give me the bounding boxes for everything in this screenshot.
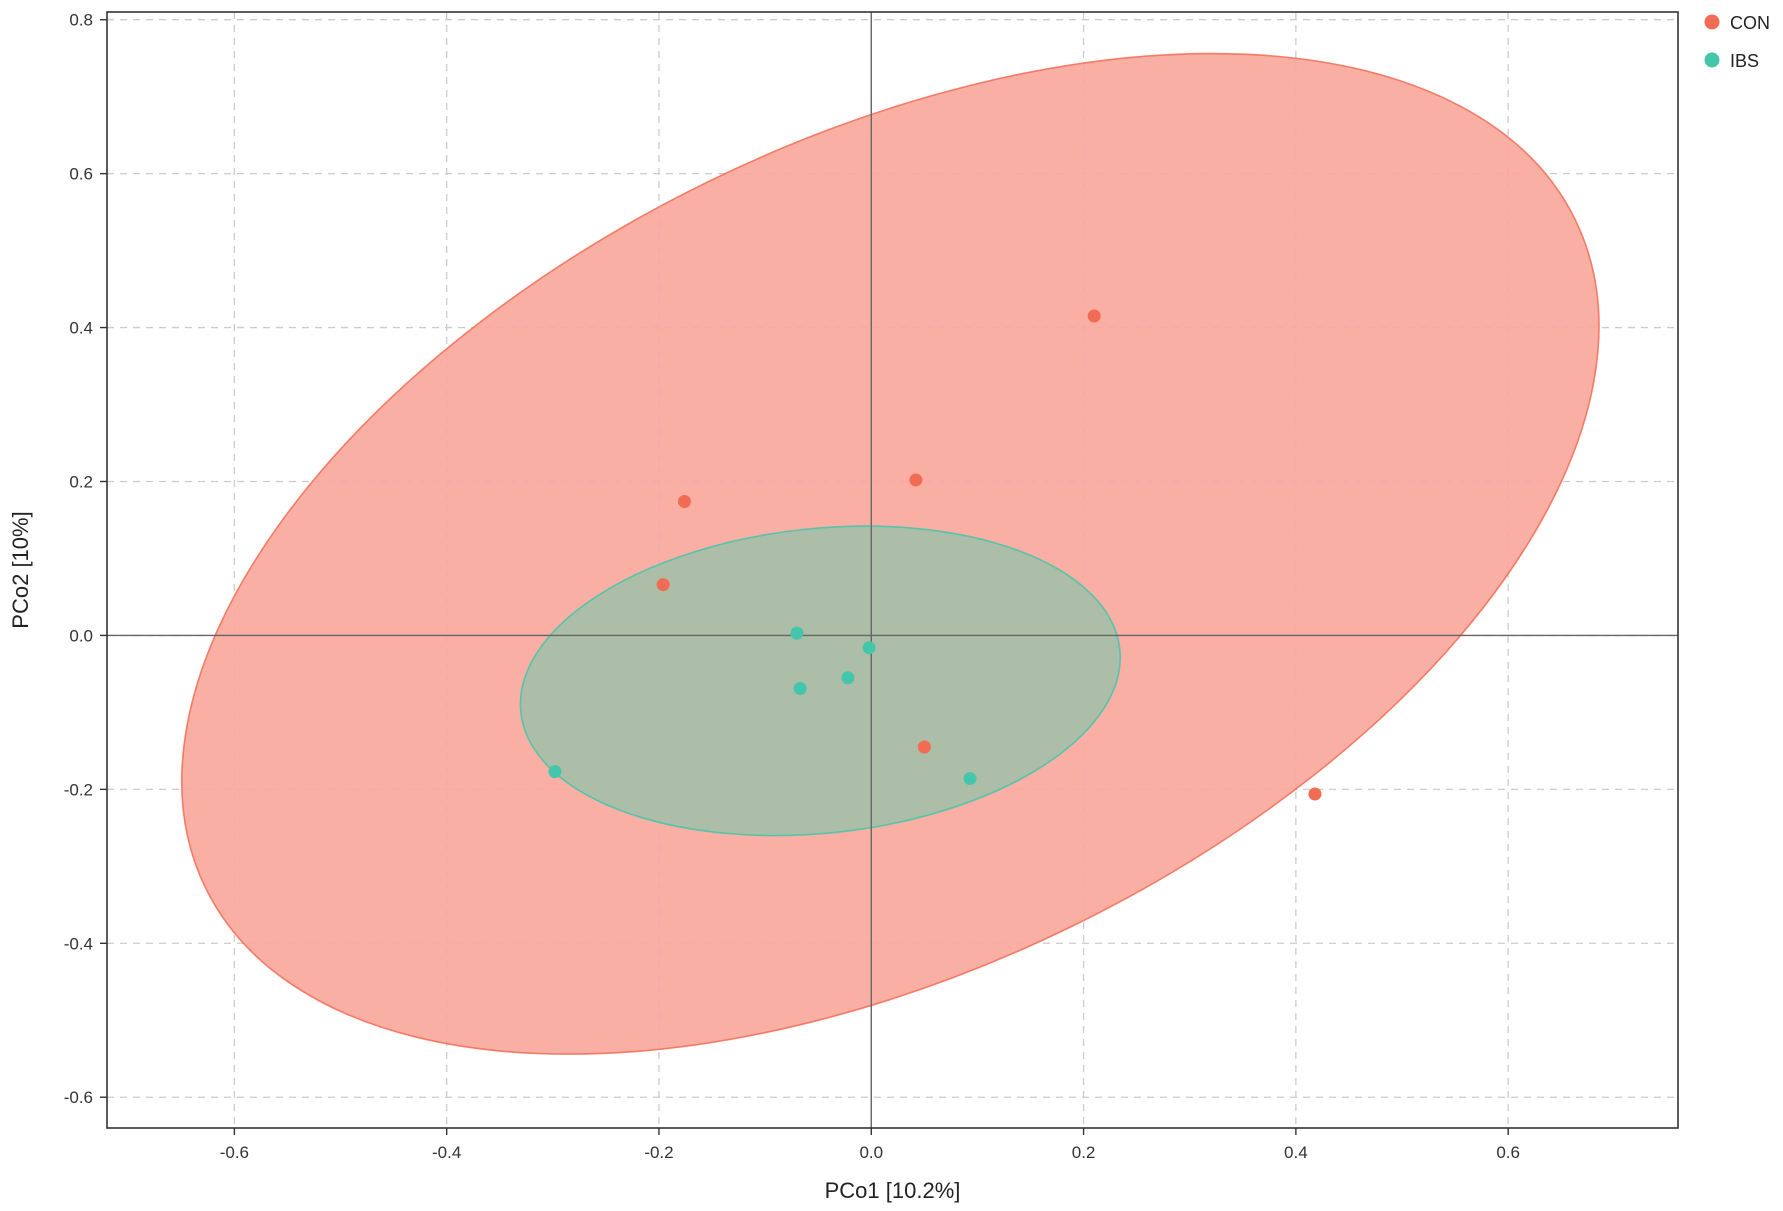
x-axis-title: PCo1 [10.2%] [825,1178,961,1203]
point-con-4 [656,578,670,592]
data-points [548,309,1322,801]
legend-key-con [1704,14,1720,30]
x-tick-label-6: 0.6 [1496,1143,1520,1162]
point-ibs-5 [963,772,977,786]
x-tick-label-2: -0.2 [644,1143,673,1162]
y-tick-label-6: 0.6 [69,165,93,184]
legend-label-con: CON [1730,13,1770,33]
point-ibs-1 [790,626,804,640]
point-con-6 [1308,787,1322,801]
legend-key-ibs [1704,52,1720,68]
y-tick-label-4: 0.2 [69,472,93,491]
point-ibs-4 [793,682,807,696]
y-axis-title: PCo2 [10%] [8,511,33,628]
y-tick-label-3: 0.0 [69,626,93,645]
ellipse-ibs [519,525,1121,837]
y-tick-label-1: -0.4 [64,934,93,953]
legend-label-ibs: IBS [1730,51,1759,71]
y-tick-label-0: -0.6 [64,1088,93,1107]
legend: CON IBS [1704,13,1770,71]
point-ibs-3 [841,671,855,685]
x-tick-label-3: 0.0 [859,1143,883,1162]
x-tick-label-4: 0.2 [1072,1143,1096,1162]
plot-frame [106,11,1679,1129]
point-con-2 [909,473,923,487]
y-tick-label-2: -0.2 [64,780,93,799]
point-ibs-2 [862,641,876,655]
point-con-1 [1087,309,1101,323]
axis-ticks: -0.6 -0.4 -0.2 0.0 0.2 0.4 0.6 -0.6 -0.4 -0.2 0.0 0… [64,11,1520,1162]
y-tick-label-5: 0.4 [69,319,93,338]
point-con-5 [917,740,931,754]
x-tick-label-5: 0.4 [1284,1143,1308,1162]
point-con-3 [677,495,691,509]
y-tick-label-7: 0.8 [69,11,93,30]
x-tick-label-0: -0.6 [220,1143,249,1162]
confidence-ellipses [181,52,1600,1055]
x-tick-label-1: -0.4 [432,1143,461,1162]
zero-lines [107,12,1678,1128]
point-ibs-6 [548,765,562,779]
